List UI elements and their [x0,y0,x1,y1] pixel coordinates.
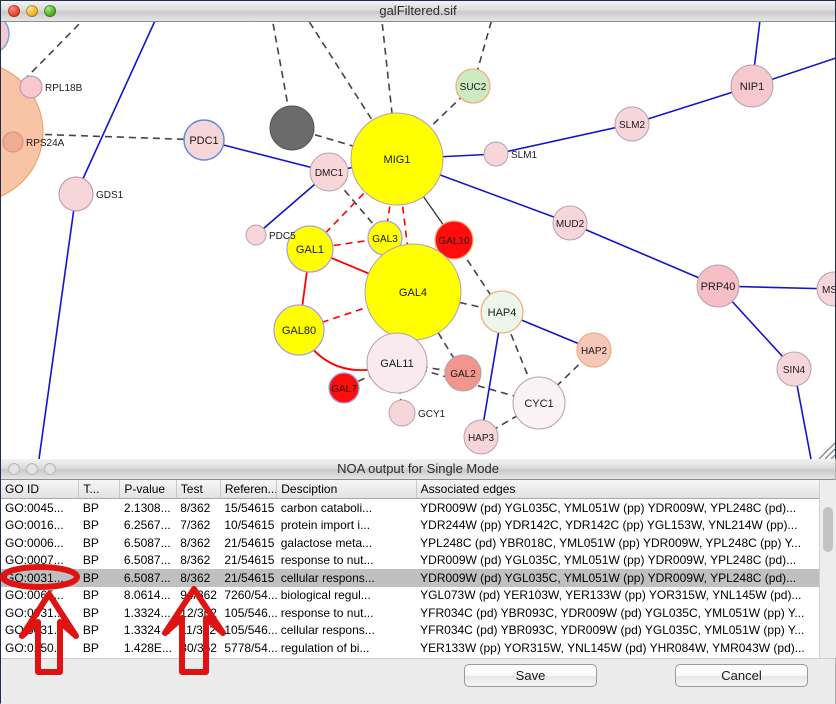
svg-text:SUC2: SUC2 [460,82,487,93]
svg-text:SLM1: SLM1 [511,150,538,161]
svg-text:MIG1: MIG1 [384,154,411,166]
svg-text:RPL18B: RPL18B [45,83,83,94]
svg-text:GCY1: GCY1 [418,409,446,420]
svg-text:GAL4: GAL4 [399,287,427,299]
svg-text:HAP4: HAP4 [488,307,517,319]
svg-text:GAL11: GAL11 [380,358,413,370]
svg-text:GAL10: GAL10 [438,236,470,247]
svg-text:DMC1: DMC1 [315,168,344,179]
svg-text:MSI: MSI [822,285,835,296]
svg-text:HAP3: HAP3 [468,433,495,444]
svg-text:GAL3: GAL3 [372,234,398,245]
svg-text:GAL1: GAL1 [296,244,324,256]
svg-text:PDC5: PDC5 [269,231,296,242]
svg-text:PDC1: PDC1 [189,135,218,147]
svg-text:SLM2: SLM2 [619,120,646,131]
svg-text:SIN4: SIN4 [783,365,806,376]
svg-text:PRP40: PRP40 [701,281,736,293]
svg-text:GAL80: GAL80 [282,325,316,337]
svg-text:GAL7: GAL7 [331,384,357,395]
svg-text:MUD2: MUD2 [556,219,585,230]
svg-text:NIP1: NIP1 [740,81,764,93]
svg-text:RPS24A: RPS24A [26,138,65,149]
svg-text:GAL2: GAL2 [450,369,476,380]
svg-text:GDS1: GDS1 [96,190,124,201]
svg-text:CYC1: CYC1 [524,398,553,410]
svg-text:HAP2: HAP2 [581,346,608,357]
